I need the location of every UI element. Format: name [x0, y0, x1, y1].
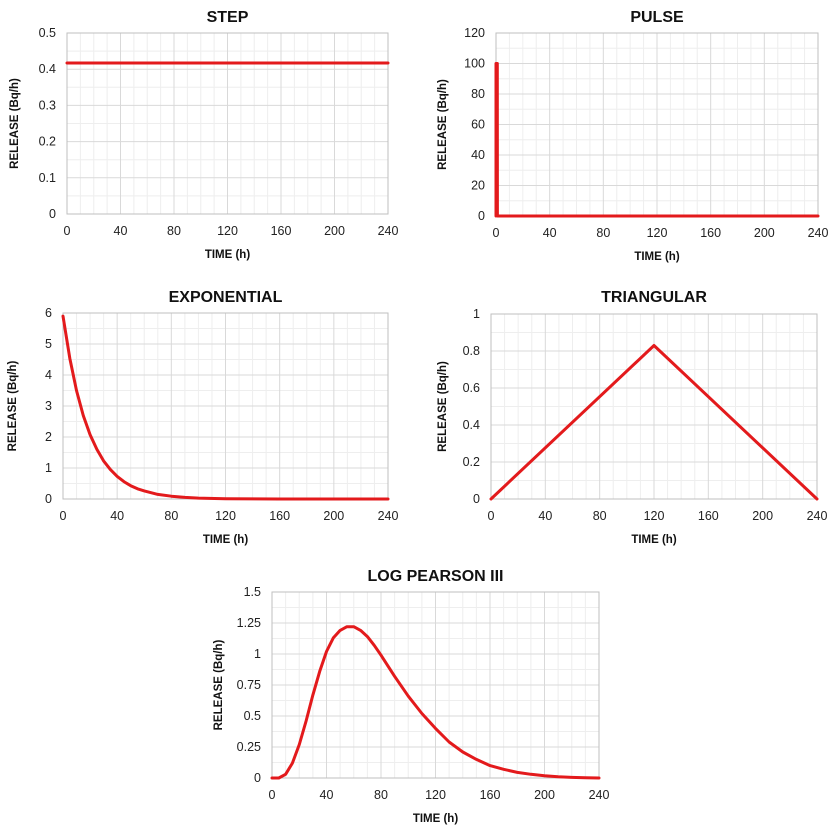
y-tick-label: 0.5 [244, 709, 261, 723]
y-tick-label: 0 [478, 209, 485, 223]
y-tick-label: 0.2 [463, 455, 480, 469]
y-tick-label: 1.5 [244, 585, 261, 599]
x-tick-label: 0 [493, 226, 500, 240]
series-line [489, 344, 819, 501]
x-axis-label: TIME (h) [631, 534, 677, 546]
y-axis-label: RELEASE (Bq/h) [437, 361, 449, 452]
y-axis-label: RELEASE (Bq/h) [7, 360, 19, 451]
y-tick-label: 40 [471, 148, 485, 162]
y-axis-label: RELEASE (Bq/h) [9, 78, 21, 169]
x-tick-label: 80 [374, 788, 388, 802]
chart-1: 0 40 80 120 160 200 240 0 0.1 0.2 0.3 0.4 0.5 STEP TIM… [9, 9, 398, 261]
y-tick-label: 6 [45, 306, 52, 320]
x-axis-label: TIME (h) [203, 534, 249, 546]
x-tick-label: 240 [589, 788, 610, 802]
y-tick-label: 0.8 [463, 344, 480, 358]
x-tick-label: 0 [488, 509, 495, 523]
y-tick-label: 0 [49, 207, 56, 221]
x-tick-label: 40 [110, 509, 124, 523]
y-tick-label: 0.2 [39, 135, 56, 149]
y-tick-label: 100 [464, 57, 485, 71]
y-tick-label: 80 [471, 87, 485, 101]
x-tick-label: 120 [215, 509, 236, 523]
y-tick-label: 0 [254, 771, 261, 785]
y-tick-label: 60 [471, 118, 485, 132]
chart-title: PULSE [630, 9, 684, 26]
x-tick-label: 40 [320, 788, 334, 802]
y-axis-label: RELEASE (Bq/h) [213, 639, 225, 730]
y-axis-label: RELEASE (Bq/h) [437, 79, 449, 170]
x-tick-label: 160 [271, 224, 292, 238]
chart-title: LOG PEARSON III [367, 568, 503, 585]
y-tick-label: 0.75 [237, 678, 261, 692]
x-tick-label: 0 [60, 509, 67, 523]
chart-5: 0 40 80 120 160 200 240 0 0.25 0.5 0.75 1 1.25 1.5 LOG… [213, 568, 609, 825]
x-tick-label: 120 [644, 509, 665, 523]
plot-frame [490, 313, 818, 500]
chart-4: 0 40 80 120 160 200 240 0 0.2 0.4 0.6 0.8 1 TRIANGULA… [437, 289, 827, 546]
y-tick-label: 0 [473, 492, 480, 506]
x-tick-label: 40 [538, 509, 552, 523]
x-tick-label: 200 [534, 788, 555, 802]
x-axis-label: TIME (h) [413, 813, 459, 825]
x-tick-label: 240 [378, 509, 399, 523]
series-line [61, 314, 390, 501]
x-tick-label: 120 [647, 226, 668, 240]
x-tick-label: 80 [593, 509, 607, 523]
x-tick-label: 120 [217, 224, 238, 238]
y-tick-label: 20 [471, 179, 485, 193]
x-tick-label: 200 [752, 509, 773, 523]
y-tick-label: 0.3 [39, 98, 56, 112]
y-tick-label: 3 [45, 399, 52, 413]
x-tick-label: 160 [698, 509, 719, 523]
x-tick-label: 160 [700, 226, 721, 240]
x-tick-label: 80 [596, 226, 610, 240]
x-tick-label: 200 [323, 509, 344, 523]
y-tick-label: 0.6 [463, 381, 480, 395]
plot-frame [66, 32, 389, 215]
chart-title: EXPONENTIAL [169, 289, 283, 306]
plot-frame [271, 591, 600, 779]
chart-3: 0 40 80 120 160 200 240 0 1 2 3 4 5 6 EXPONENTIAL TIME … [7, 289, 398, 546]
x-tick-label: 80 [164, 509, 178, 523]
chart-2: 0 40 80 120 160 200 240 0 20 40 60 80 100 120 PULSE TIM… [437, 9, 828, 263]
x-tick-label: 0 [269, 788, 276, 802]
x-tick-label: 160 [480, 788, 501, 802]
chart-title: TRIANGULAR [601, 289, 707, 306]
x-tick-label: 240 [807, 509, 828, 523]
x-tick-label: 80 [167, 224, 181, 238]
x-tick-label: 200 [324, 224, 345, 238]
y-tick-label: 120 [464, 26, 485, 40]
chart-title: STEP [207, 9, 249, 26]
y-tick-label: 0.1 [39, 171, 56, 185]
x-axis-label: TIME (h) [634, 251, 680, 263]
y-tick-label: 1.25 [237, 616, 261, 630]
x-tick-label: 40 [543, 226, 557, 240]
y-tick-label: 0.4 [463, 418, 480, 432]
x-tick-label: 240 [808, 226, 829, 240]
y-tick-label: 1 [254, 647, 261, 661]
series-line [270, 625, 601, 780]
x-tick-label: 120 [425, 788, 446, 802]
x-tick-label: 200 [754, 226, 775, 240]
x-tick-label: 40 [114, 224, 128, 238]
y-tick-label: 0.4 [39, 62, 56, 76]
y-tick-label: 0 [45, 492, 52, 506]
y-tick-label: 2 [45, 430, 52, 444]
y-tick-label: 4 [45, 368, 52, 382]
y-tick-label: 0.5 [39, 26, 56, 40]
series-line [494, 62, 820, 218]
x-axis-label: TIME (h) [205, 249, 251, 261]
y-tick-label: 5 [45, 337, 52, 351]
y-tick-label: 1 [45, 461, 52, 475]
y-tick-label: 1 [473, 307, 480, 321]
y-tick-label: 0.25 [237, 740, 261, 754]
x-tick-label: 240 [378, 224, 399, 238]
x-tick-label: 0 [64, 224, 71, 238]
x-tick-label: 160 [269, 509, 290, 523]
